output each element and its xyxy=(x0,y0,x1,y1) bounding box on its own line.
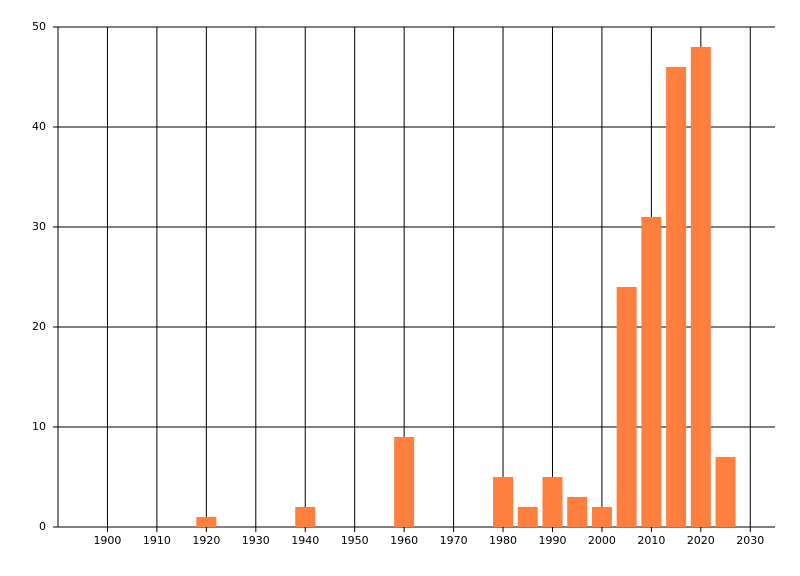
x-tick-label: 1990 xyxy=(538,534,566,547)
bar xyxy=(666,67,687,527)
y-tick-label: 50 xyxy=(32,20,46,33)
x-tick-label: 1930 xyxy=(242,534,270,547)
x-tick-label: 2000 xyxy=(588,534,616,547)
x-tick-label: 1970 xyxy=(440,534,468,547)
bar xyxy=(517,507,538,527)
y-tick-label: 30 xyxy=(32,220,46,233)
x-tick-label: 1900 xyxy=(93,534,121,547)
y-tick-label: 40 xyxy=(32,120,46,133)
bar xyxy=(295,507,316,527)
x-tick-label: 1950 xyxy=(341,534,369,547)
x-tick-label: 2030 xyxy=(736,534,764,547)
x-tick-label: 1920 xyxy=(192,534,220,547)
bar xyxy=(196,517,217,527)
x-tick-label: 1960 xyxy=(390,534,418,547)
y-tick-label: 0 xyxy=(39,520,46,533)
bar xyxy=(542,477,563,527)
x-tick-label: 2020 xyxy=(687,534,715,547)
bar xyxy=(567,497,588,527)
bar xyxy=(641,217,662,527)
bar xyxy=(394,437,415,527)
x-tick-label: 1980 xyxy=(489,534,517,547)
x-tick-label: 1940 xyxy=(291,534,319,547)
bar xyxy=(715,457,736,527)
bar xyxy=(493,477,514,527)
bar xyxy=(591,507,612,527)
bar xyxy=(616,287,637,527)
y-tick-label: 10 xyxy=(32,420,46,433)
y-tick-label: 20 xyxy=(32,320,46,333)
bar xyxy=(690,47,711,527)
x-tick-label: 2010 xyxy=(637,534,665,547)
x-tick-label: 1910 xyxy=(143,534,171,547)
